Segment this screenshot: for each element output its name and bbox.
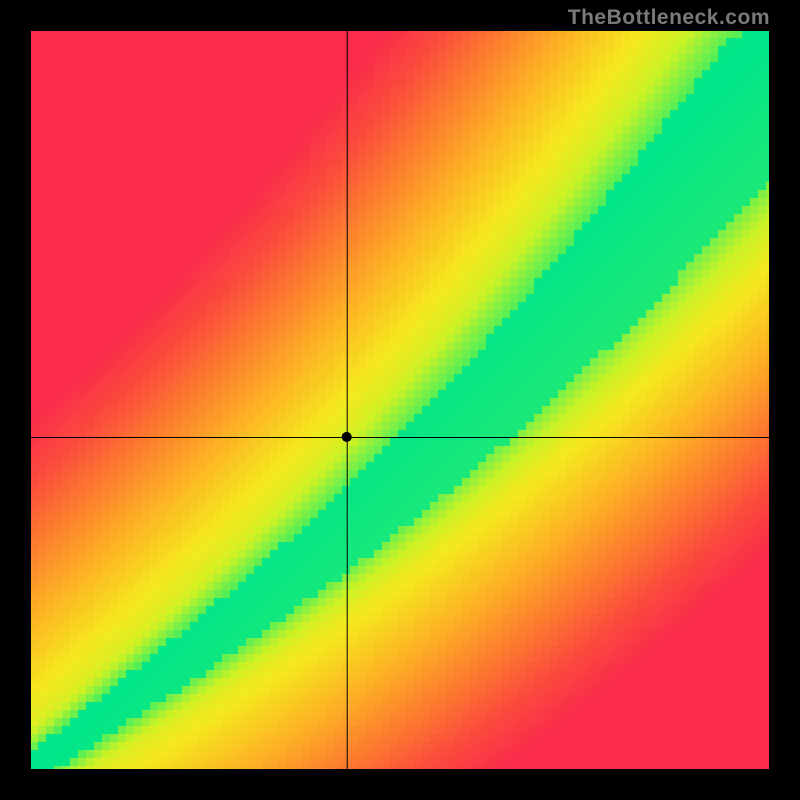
watermark-text: TheBottleneck.com — [568, 6, 770, 30]
bottleneck-heatmap — [0, 0, 800, 800]
